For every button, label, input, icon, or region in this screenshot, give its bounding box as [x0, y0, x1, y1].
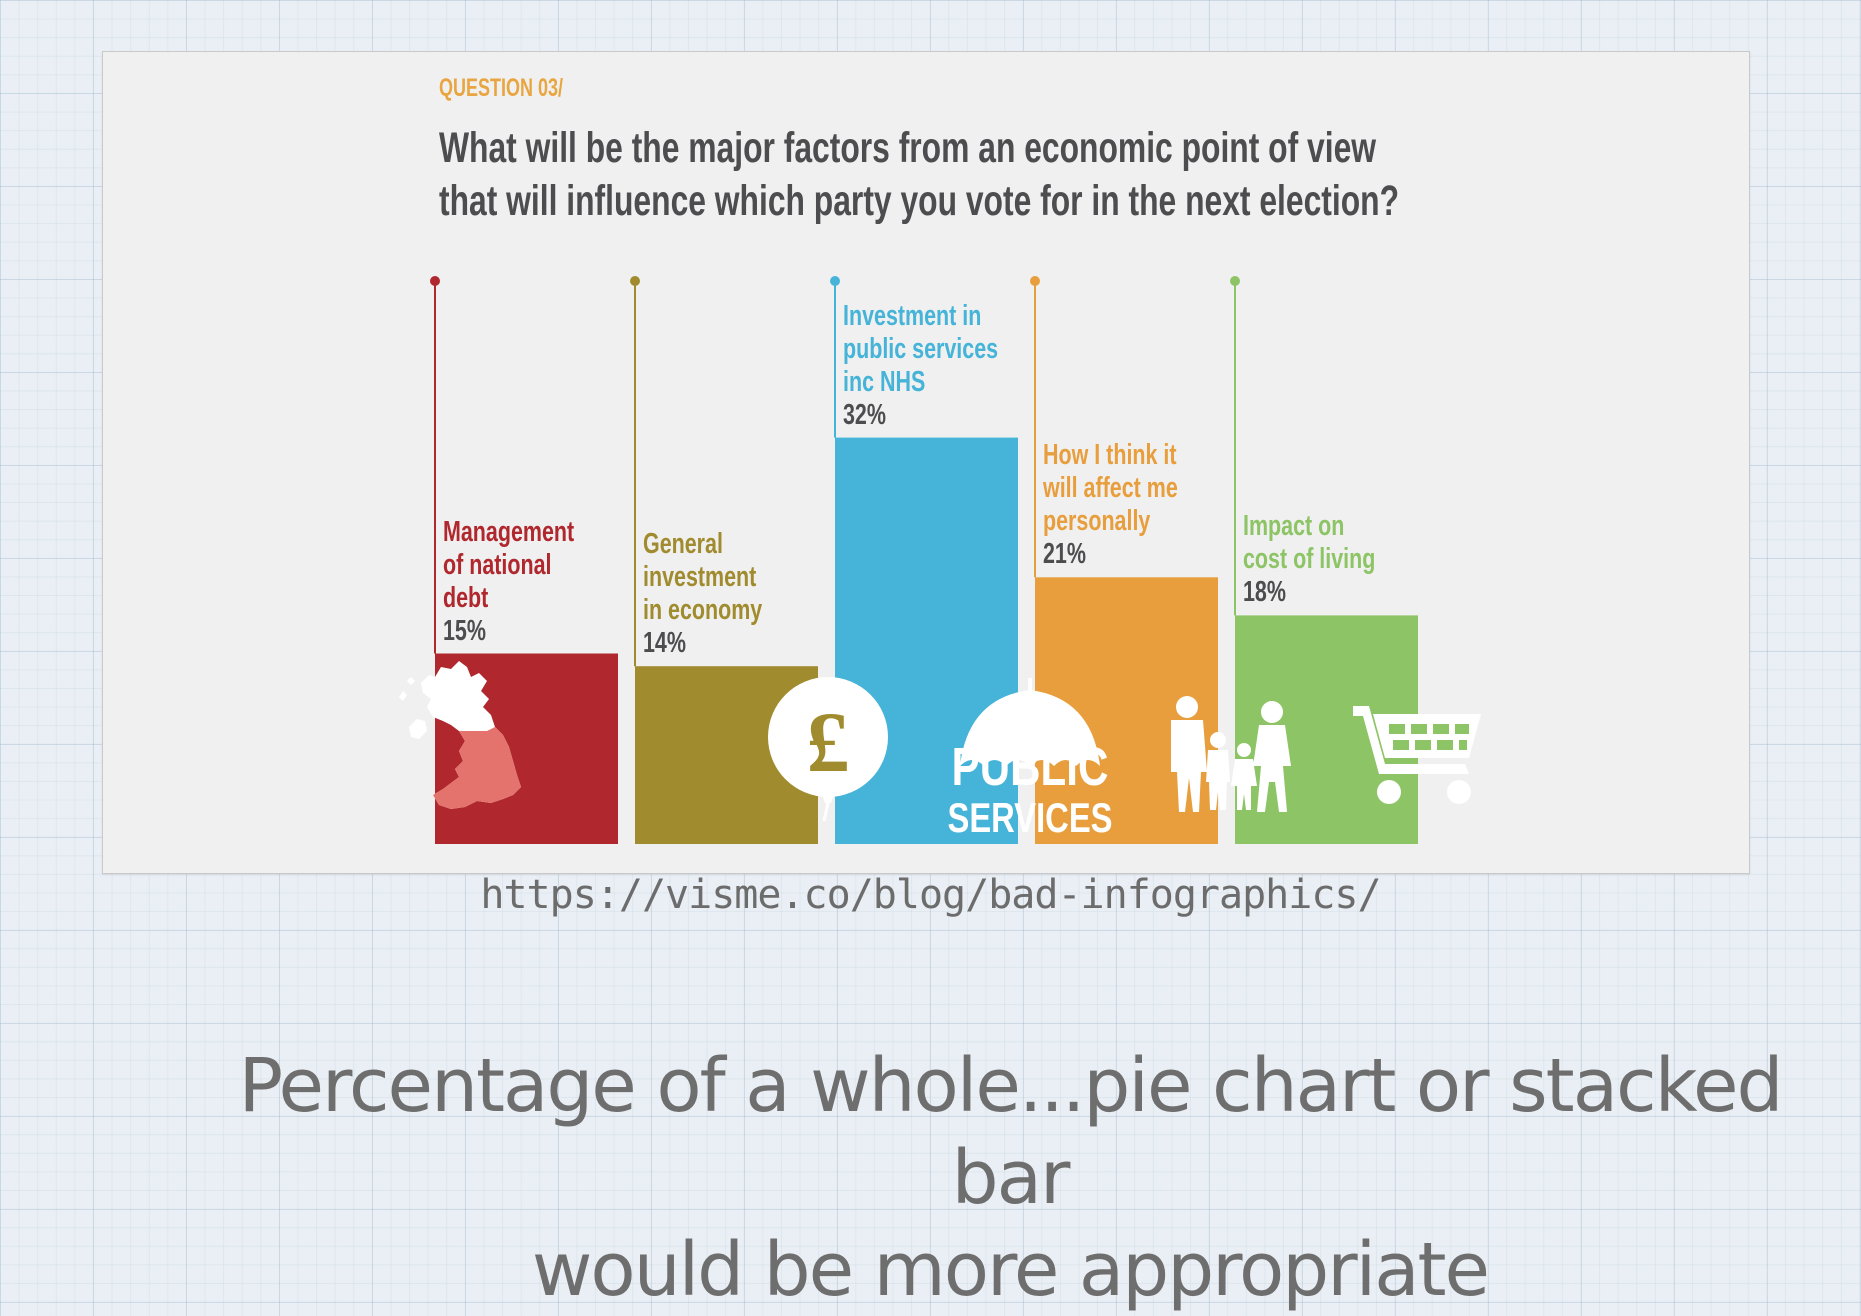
value-label-public-services: 32%	[843, 398, 886, 431]
public-services-icon-text-1: PUBLIC	[952, 737, 1109, 797]
bar-indicator-dot-cost-of-living	[1230, 276, 1240, 286]
bar-chart: £	[399, 276, 1481, 844]
category-label-line: debt	[443, 581, 489, 614]
question-text: What will be the major factors from an e…	[439, 122, 1399, 228]
infographic-image: QUESTION 03/ What will be the major fact…	[102, 51, 1750, 874]
category-label-line: of national	[443, 548, 552, 581]
category-label-line: Management	[443, 515, 575, 548]
bar-indicator-dot-personal	[1030, 276, 1040, 286]
category-label-personal: How I think it will affect me personally 21…	[1043, 439, 1178, 571]
caption-line-1: Percentage of a whole...pie chart or sta…	[238, 1043, 1784, 1221]
category-label-line: public services	[843, 332, 999, 365]
category-label-line: Investment in	[843, 299, 982, 332]
category-label-line: General	[643, 528, 723, 561]
uk-map-icon	[399, 661, 521, 809]
category-label-cost-of-living: Impact on cost of living 18%	[1243, 510, 1375, 609]
category-label-line: investment	[643, 561, 757, 594]
public-services-icon-text-2: SERVICES	[947, 794, 1112, 841]
category-label-line: personally	[1043, 505, 1151, 538]
category-label-debt: Management of national debt 15%	[443, 516, 574, 648]
source-url[interactable]: https://visme.co/blog/bad-infographics/	[480, 872, 1381, 918]
caption: Percentage of a whole...pie chart or sta…	[220, 1040, 1800, 1316]
bar-indicator-dot-public-services	[830, 276, 840, 286]
category-label-line: How I think it	[1043, 439, 1177, 472]
category-label-economy: General investment in economy 14%	[643, 528, 762, 660]
value-label-debt: 15%	[443, 614, 486, 647]
bar-indicator-dot-economy	[630, 276, 640, 286]
category-label-line: Impact on	[1243, 510, 1345, 543]
category-label-line: in economy	[643, 594, 763, 627]
shopping-cart-icon	[1353, 706, 1481, 804]
value-label-economy: 14%	[643, 627, 686, 660]
question-text-line-2: that will influence which party you vote…	[439, 177, 1400, 225]
category-label-line: will affect me	[1043, 472, 1178, 505]
family-icon	[1171, 696, 1291, 812]
value-label-cost-of-living: 18%	[1243, 576, 1286, 609]
bar-indicator-dot-debt	[430, 276, 440, 286]
question-label: QUESTION 03/	[439, 74, 564, 102]
umbrella-icon	[960, 678, 1100, 766]
caption-line-2: would be more appropriate	[531, 1227, 1490, 1313]
category-label-public-services: Investment in public services inc NHS 32%	[843, 300, 998, 432]
question-text-line-1: What will be the major factors from an e…	[439, 124, 1377, 172]
value-label-personal: 21%	[1043, 538, 1086, 571]
category-label-line: cost of living	[1243, 543, 1376, 576]
category-label-line: inc NHS	[843, 365, 926, 398]
pound-balloon-icon: £	[768, 677, 888, 822]
svg-text:£: £	[807, 694, 850, 790]
